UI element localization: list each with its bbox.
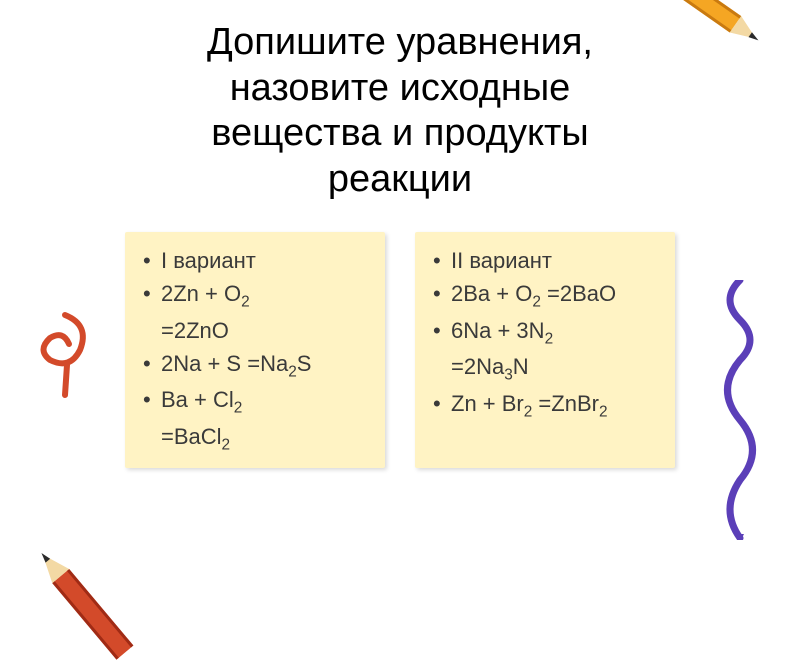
- equation-item: 2Zn + O2: [143, 277, 367, 314]
- card-variant-2: II вариант2Ba + O2 =2BaO6Na + 3N2=2Na3NZ…: [415, 232, 675, 468]
- squiggle-icon: [710, 280, 770, 540]
- equation-item: 2Ba + O2 =2BaO: [433, 277, 657, 314]
- equation-item-cont: =BaCl2: [143, 420, 367, 457]
- swirl-icon: [35, 310, 95, 400]
- variant-label: I вариант: [143, 244, 367, 277]
- equation-item: 6Na + 3N2: [433, 314, 657, 351]
- equation-item: Zn + Br2 =ZnBr2: [433, 387, 657, 424]
- equation-item: Ba + Cl2: [143, 383, 367, 420]
- equation-item-cont: =2Na3N: [433, 350, 657, 387]
- card-variant-1: I вариант2Zn + O2=2ZnO2Na + S =Na2SBa + …: [125, 232, 385, 468]
- variant-label: II вариант: [433, 244, 657, 277]
- list-variant-1: I вариант2Zn + O2=2ZnO2Na + S =Na2SBa + …: [143, 244, 367, 456]
- title-line-3: вещества и продукты: [211, 112, 588, 154]
- title-line-1: Допишите уравнения,: [207, 21, 593, 63]
- title-line-2: назовите исходные: [230, 67, 571, 109]
- slide-title: Допишите уравнения, назовите исходные ве…: [0, 0, 800, 212]
- pencil-icon-bottom: [19, 532, 141, 666]
- equation-item: 2Na + S =Na2S: [143, 347, 367, 384]
- equation-item-cont: =2ZnO: [143, 314, 367, 347]
- list-variant-2: II вариант2Ba + O2 =2BaO6Na + 3N2=2Na3NZ…: [433, 244, 657, 423]
- content-columns: I вариант2Zn + O2=2ZnO2Na + S =Na2SBa + …: [0, 212, 800, 468]
- title-line-4: реакции: [328, 158, 472, 200]
